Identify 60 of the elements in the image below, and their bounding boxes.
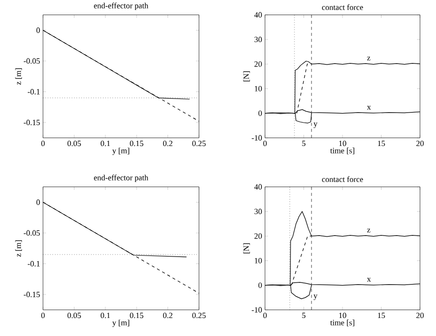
x-tick-label: 10	[339, 312, 346, 318]
x-tick-label: 0.2	[163, 140, 172, 146]
y-tick-label: -0.15	[24, 292, 40, 298]
y-axis-title: [N]	[243, 243, 250, 254]
y-tick-label: 10	[254, 258, 262, 264]
y-tick-label: -10	[252, 135, 262, 141]
x-tick-label: 0.25	[192, 312, 206, 318]
y-tick-label: 0	[258, 110, 262, 116]
x-tick-label: 0.05	[68, 140, 81, 146]
annotation: y	[314, 122, 318, 128]
chart-title: end-effector path	[94, 174, 148, 182]
y-tick-label: 40	[254, 12, 262, 18]
chart-title: end-effector path	[94, 2, 148, 10]
x-tick-label: 15	[378, 312, 385, 318]
x-tick-label: 0	[41, 140, 45, 146]
x-tick-label: 0	[263, 312, 267, 318]
x-axis-title: y [m]	[112, 148, 130, 156]
y-tick-label: 30	[254, 208, 262, 214]
chart-title: contact force	[322, 176, 363, 182]
x-tick-label: 0.15	[130, 312, 144, 318]
x-tick-label: 0.25	[192, 140, 206, 146]
x-tick-label: 20	[416, 312, 424, 318]
y-tick-label: 20	[254, 233, 262, 239]
y-tick-label: -10	[252, 307, 262, 313]
annotation: z	[367, 56, 370, 60]
y-tick-label: -0.1	[28, 261, 40, 267]
x-tick-label: 0	[263, 140, 267, 146]
y-tick-label: 20	[254, 61, 262, 67]
y-axis-title: z [m]	[15, 240, 22, 257]
x-tick-label: 0.1	[100, 140, 110, 146]
y-tick-label: 0	[36, 200, 40, 206]
y-axis-title: [N]	[243, 71, 250, 82]
x-tick-label: 0.2	[163, 312, 172, 318]
y-tick-label: -0.05	[24, 58, 40, 64]
y-axis-title: z [m]	[15, 68, 22, 85]
y-tick-label: -0.1	[28, 89, 40, 95]
annotation: x	[367, 278, 371, 282]
y-tick-label: 0	[36, 28, 40, 34]
x-axis-title: time [s]	[330, 148, 354, 154]
y-tick-label: 30	[254, 36, 262, 42]
x-tick-label: 0.15	[130, 140, 144, 146]
chart-title: contact force	[322, 4, 363, 10]
x-tick-label: 0.1	[100, 312, 110, 318]
y-tick-label: -0.05	[24, 230, 40, 236]
annotation: z	[367, 228, 370, 232]
x-axis-title: time [s]	[330, 320, 354, 326]
annotation: x	[367, 106, 371, 110]
x-tick-label: 0	[41, 312, 45, 318]
y-tick-label: -0.15	[24, 120, 40, 126]
x-tick-label: 5	[302, 312, 306, 318]
x-tick-label: 10	[339, 140, 346, 146]
x-tick-label: 15	[378, 140, 385, 146]
x-tick-label: 5	[302, 140, 306, 146]
x-tick-label: 0.05	[68, 312, 81, 318]
y-tick-label: 40	[254, 184, 262, 190]
y-tick-label: 0	[258, 282, 262, 288]
x-axis-title: y [m]	[112, 320, 130, 328]
x-tick-label: 20	[416, 140, 424, 146]
y-tick-label: 10	[254, 86, 262, 92]
annotation: y	[314, 294, 318, 300]
